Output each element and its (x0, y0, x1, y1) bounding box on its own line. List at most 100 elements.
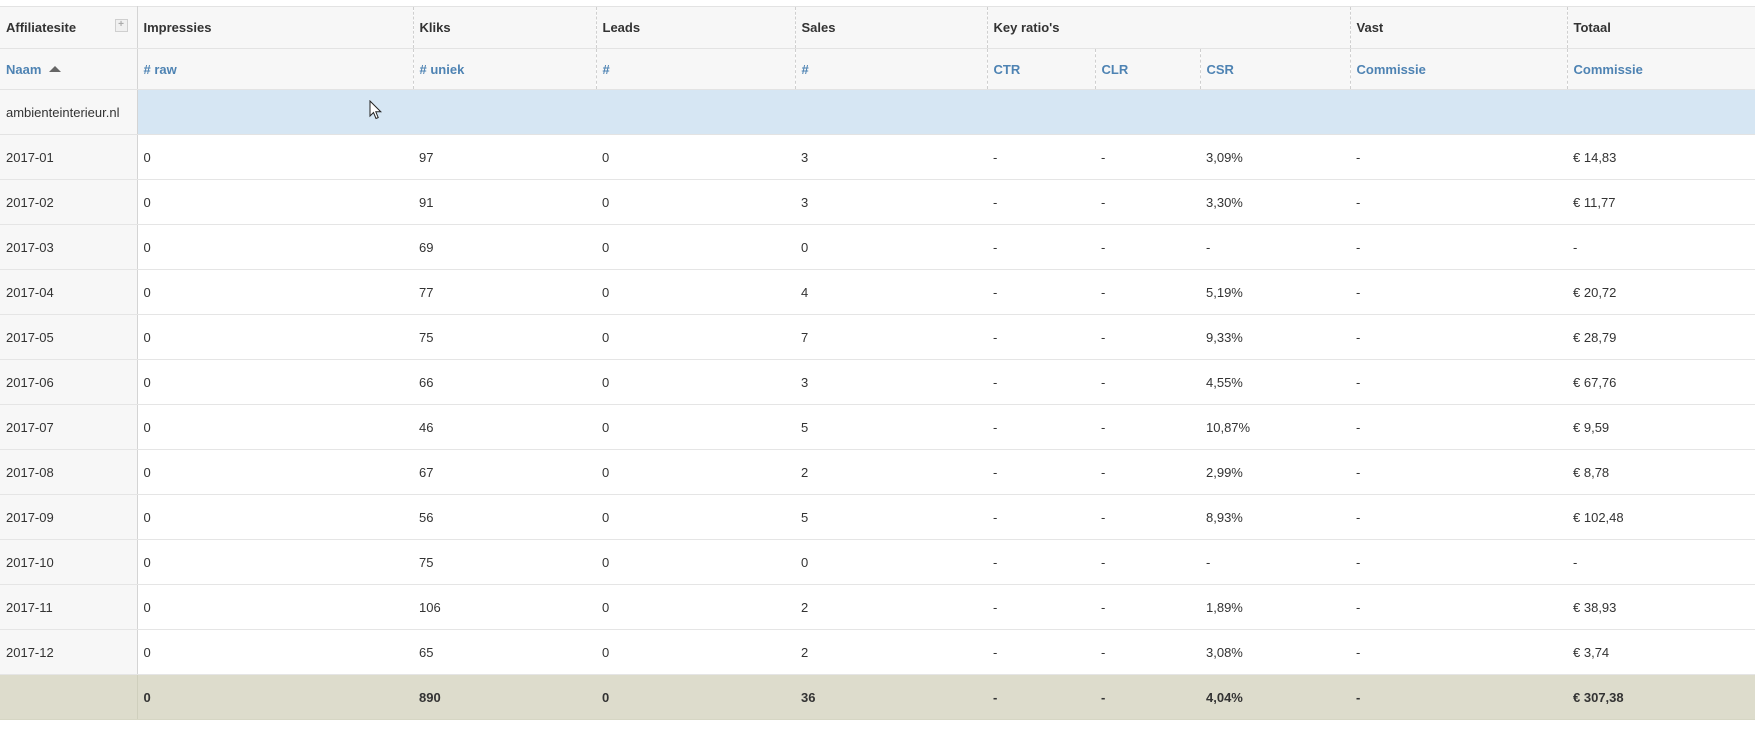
cell-csr: 9,33% (1200, 314, 1351, 360)
cell-ctr: - (987, 179, 1095, 225)
cell-csr: 3,08% (1200, 629, 1351, 675)
cell-leads[interactable]: 0 (596, 584, 795, 630)
cell-sales[interactable]: 5 (795, 494, 987, 540)
cell-kliks-uniek: 65 (413, 629, 596, 675)
cell-sales[interactable]: 3 (795, 359, 987, 405)
header-totaal: Totaal (1566, 6, 1755, 49)
cell-sales[interactable]: 7 (795, 314, 987, 360)
cell-ctr: - (987, 584, 1095, 630)
cell-clr: - (1095, 584, 1200, 630)
cell-ctr: - (987, 269, 1095, 315)
cell-sales[interactable]: 2 (795, 629, 987, 675)
header-row-columns: Naam # raw # uniek # # CTR CLR CSR Commi… (0, 48, 1755, 90)
cell-vast-commissie: - (1350, 179, 1568, 225)
table-row: 2017-04 0 77 0 4- -5,19% - € 20,72 (0, 269, 1755, 315)
cell-leads[interactable]: 0 (596, 359, 795, 405)
cell-kliks-uniek: 46 (413, 404, 596, 450)
cell-totaal-commissie: - (1567, 224, 1755, 270)
cell-vast-commissie: - (1350, 134, 1568, 180)
cell-totaal-commissie: € 3,74 (1567, 629, 1755, 675)
cell-leads[interactable]: 0 (596, 494, 795, 540)
cell-clr: - (1095, 134, 1200, 180)
cell-leads[interactable]: 0 (596, 134, 795, 180)
cell-clr: - (1095, 359, 1200, 405)
table-row: 2017-09 0 56 0 5- -8,93% - € 102,48 (0, 494, 1755, 540)
cell-leads[interactable]: 0 (596, 629, 795, 675)
cell-kliks-uniek: 91 (413, 179, 596, 225)
table-row: 2017-02 0 91 0 3- -3,30% - € 11,77 (0, 179, 1755, 225)
cell-leads[interactable]: 0 (596, 539, 795, 585)
cell-kliks-uniek: 67 (413, 449, 596, 495)
total-cell-csr: 4,04% (1200, 674, 1351, 720)
cell-csr: 5,19% (1200, 269, 1351, 315)
cell-sales[interactable]: 0 (795, 224, 987, 270)
sort-header-csr[interactable]: CSR (1199, 48, 1351, 90)
cell-csr: 8,93% (1200, 494, 1351, 540)
affiliate-report-table: Affiliatesite + Impressies Kliks Leads S… (0, 6, 1755, 720)
sort-header-clr[interactable]: CLR (1094, 48, 1200, 90)
cell-ctr: - (987, 134, 1095, 180)
cell-totaal-commissie: € 20,72 (1567, 269, 1755, 315)
cell-naam: 2017-03 (0, 224, 138, 270)
cell-ctr: - (987, 359, 1095, 405)
cell-leads[interactable]: 0 (596, 404, 795, 450)
cell-clr: - (1095, 179, 1200, 225)
cell-leads[interactable]: 0 (596, 179, 795, 225)
cell-sales[interactable]: 2 (795, 449, 987, 495)
cell-sales[interactable]: 5 (795, 404, 987, 450)
cell-impressies-raw: 0 (137, 449, 413, 495)
cell-vast-commissie: - (1350, 404, 1568, 450)
sort-header-naam-label: Naam (6, 61, 42, 77)
header-sales: Sales (794, 6, 987, 49)
cell-ctr: - (987, 629, 1095, 675)
header-affiliatesite: Affiliatesite + (0, 6, 138, 49)
cell-totaal-commissie: € 28,79 (1567, 314, 1755, 360)
cell-naam: 2017-01 (0, 134, 138, 180)
cell-impressies-raw: 0 (137, 269, 413, 315)
cell-ctr: - (987, 539, 1095, 585)
header-key-ratios: Key ratio's (986, 6, 1351, 49)
expand-plus-icon[interactable]: + (114, 19, 128, 32)
cell-naam: 2017-06 (0, 359, 138, 405)
total-cell-clr: - (1095, 674, 1200, 720)
sort-header-raw[interactable]: # raw (137, 48, 413, 90)
sort-ascending-icon (49, 66, 62, 73)
cell-leads[interactable]: 0 (596, 314, 795, 360)
cell-clr: - (1095, 494, 1200, 540)
cell-totaal-commissie: € 102,48 (1567, 494, 1755, 540)
cell-kliks-uniek: 75 (413, 314, 596, 360)
cell-csr: 3,30% (1200, 179, 1351, 225)
sort-header-vast-commissie[interactable]: Commissie (1349, 48, 1568, 90)
cell-ctr: - (987, 314, 1095, 360)
sort-header-totaal-commissie[interactable]: Commissie (1566, 48, 1755, 90)
cell-leads[interactable]: 0 (596, 449, 795, 495)
cell-leads[interactable]: 0 (596, 269, 795, 315)
cell-sales[interactable]: 3 (795, 134, 987, 180)
table-row: 2017-05 0 75 0 7- -9,33% - € 28,79 (0, 314, 1755, 360)
sort-header-sales-count[interactable]: # (794, 48, 987, 90)
sort-header-uniek[interactable]: # uniek (412, 48, 596, 90)
cell-sales[interactable]: 4 (795, 269, 987, 315)
cell-sales[interactable]: 3 (795, 179, 987, 225)
cell-kliks-uniek: 97 (413, 134, 596, 180)
group-row[interactable]: ambienteinterieur.nl (0, 89, 1755, 135)
sort-header-ctr[interactable]: CTR (986, 48, 1095, 90)
table-row: 2017-03 0 69 0 0- - - - - (0, 224, 1755, 270)
sort-header-naam[interactable]: Naam (0, 48, 138, 90)
cell-vast-commissie: - (1350, 449, 1568, 495)
cell-sales[interactable]: 2 (795, 584, 987, 630)
cell-clr: - (1095, 404, 1200, 450)
total-row: 0 890 0 36- -4,04% - € 307,38 (0, 674, 1755, 720)
cell-ctr: - (987, 404, 1095, 450)
cell-impressies-raw: 0 (137, 629, 413, 675)
cell-vast-commissie: - (1350, 359, 1568, 405)
cell-sales[interactable]: 0 (795, 539, 987, 585)
sort-header-leads-count[interactable]: # (595, 48, 795, 90)
cell-totaal-commissie: € 67,76 (1567, 359, 1755, 405)
cell-ctr: - (987, 449, 1095, 495)
cell-leads[interactable]: 0 (596, 224, 795, 270)
total-cell-vast-commissie: - (1350, 674, 1568, 720)
cell-naam: 2017-08 (0, 449, 138, 495)
cell-kliks-uniek: 69 (413, 224, 596, 270)
total-cell-naam (0, 674, 138, 720)
